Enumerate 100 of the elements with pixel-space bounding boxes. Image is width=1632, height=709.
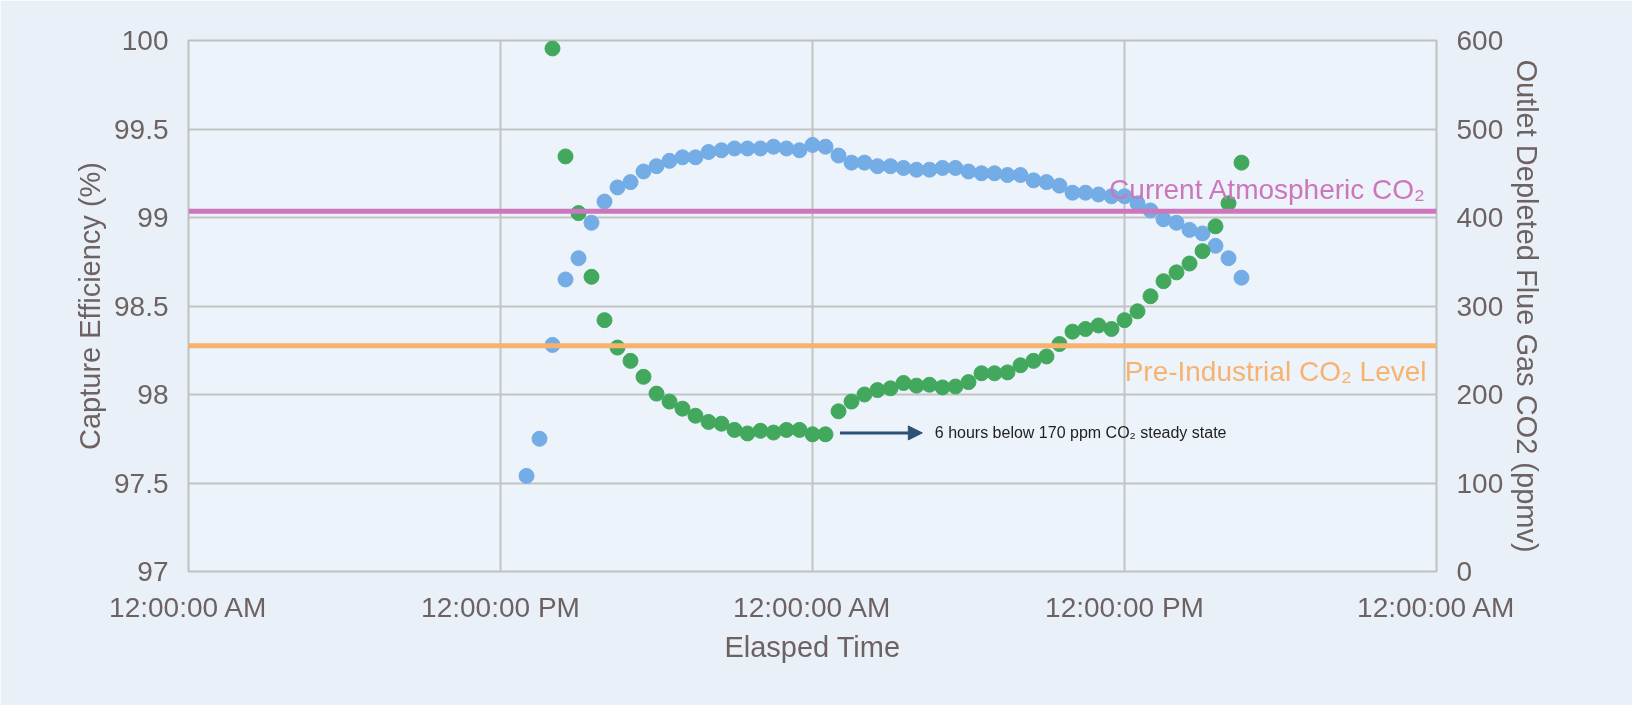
point	[661, 393, 678, 410]
point	[986, 365, 1003, 382]
point	[752, 422, 769, 439]
point	[674, 400, 691, 417]
point	[791, 142, 808, 159]
point	[999, 364, 1016, 381]
point	[1116, 312, 1133, 329]
point	[635, 368, 652, 385]
y2-tick-label: 100	[1456, 467, 1504, 499]
point	[1220, 250, 1237, 267]
point	[596, 193, 613, 210]
y-axis-title: Capture Efficiency (%)	[74, 162, 106, 450]
point	[687, 407, 704, 424]
y-tick-label: 97	[137, 556, 169, 587]
point	[726, 140, 743, 157]
point	[921, 161, 938, 178]
point	[1181, 255, 1198, 272]
point	[674, 149, 691, 166]
y2-tick-label: 400	[1456, 202, 1504, 233]
point	[778, 421, 795, 438]
point	[739, 425, 756, 442]
point	[947, 378, 964, 395]
point	[1194, 225, 1211, 242]
x-tick-label: 12:00:00 AM	[733, 591, 891, 623]
point	[596, 312, 613, 329]
point	[1168, 214, 1185, 231]
point	[908, 161, 925, 178]
x-tick-label: 12:00:00 PM	[421, 591, 580, 623]
point	[843, 154, 860, 171]
y2-tick-label: 300	[1456, 290, 1504, 322]
point	[1012, 167, 1029, 184]
x-tick-label: 12:00:00 AM	[109, 591, 267, 623]
point	[609, 179, 626, 196]
point	[713, 415, 730, 432]
point	[1025, 172, 1042, 189]
point	[869, 382, 886, 399]
point	[1207, 237, 1224, 254]
y-tick-label: 97.5	[114, 467, 169, 499]
point	[1090, 317, 1107, 334]
point	[583, 268, 600, 285]
point	[726, 421, 743, 438]
y-tick-label: 99.5	[114, 113, 169, 145]
y-tick-label: 100	[121, 25, 169, 56]
point	[804, 426, 821, 443]
point	[830, 403, 847, 420]
point	[895, 159, 912, 176]
point	[973, 165, 990, 182]
point	[1038, 174, 1055, 191]
point	[1129, 303, 1146, 320]
point	[1168, 264, 1185, 281]
point	[960, 374, 977, 391]
y-tick-label: 98	[137, 379, 169, 410]
point	[882, 380, 899, 397]
point	[1077, 184, 1094, 201]
annotation: 6 hours below 170 ppm CO₂ steady state	[934, 424, 1227, 442]
y2-axis-title: Outlet Depleted Flue Gas CO2 (ppmv)	[1511, 59, 1544, 553]
point	[1051, 177, 1068, 194]
point	[1194, 243, 1211, 260]
point	[817, 138, 834, 155]
point	[583, 214, 600, 231]
point	[557, 271, 574, 288]
y-tick-label: 99	[137, 202, 169, 233]
point	[1064, 323, 1081, 340]
point	[1038, 348, 1055, 365]
point	[1064, 184, 1081, 201]
y-tick-label: 98.5	[114, 290, 169, 322]
point	[830, 147, 847, 164]
point	[895, 375, 912, 391]
y2-tick-label: 0	[1456, 556, 1473, 587]
ref-line-label: Current Atmospheric CO₂	[1109, 174, 1425, 206]
x-axis-title: Elasped Time	[724, 630, 901, 663]
point	[921, 376, 938, 393]
y2-tick-label: 200	[1456, 379, 1504, 410]
point	[973, 365, 990, 382]
point	[882, 158, 899, 175]
point	[1207, 218, 1224, 235]
point	[1181, 221, 1198, 238]
point	[635, 163, 652, 180]
point	[700, 144, 717, 160]
point	[934, 159, 951, 176]
point	[960, 163, 977, 180]
point	[791, 421, 808, 438]
point	[765, 424, 782, 441]
point	[648, 385, 665, 402]
point	[999, 167, 1016, 184]
point	[661, 152, 678, 169]
point	[765, 138, 782, 155]
point	[1142, 288, 1159, 305]
point	[1077, 321, 1094, 337]
point	[1012, 357, 1029, 374]
point	[947, 159, 964, 176]
x-tick-label: 12:00:00 AM	[1357, 591, 1515, 623]
point	[934, 379, 951, 396]
point	[986, 165, 1003, 182]
point	[1233, 269, 1250, 286]
point	[1155, 273, 1172, 290]
point	[804, 136, 821, 153]
point	[687, 149, 704, 166]
point	[752, 140, 769, 157]
x-tick-label: 12:00:00 PM	[1045, 591, 1204, 623]
